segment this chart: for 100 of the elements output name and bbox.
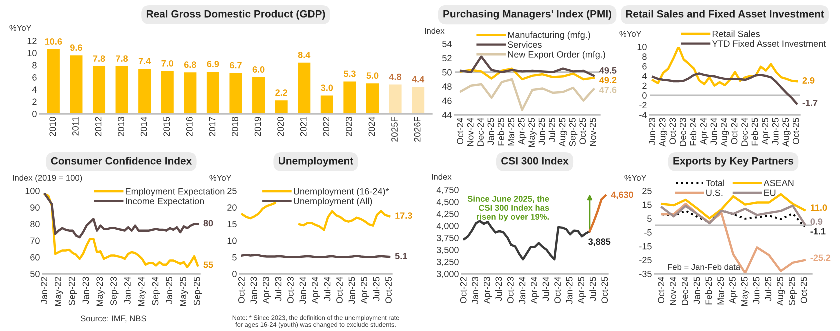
x-tick-label: Sep-23 bbox=[110, 277, 119, 306]
annotation: 3,885 bbox=[588, 238, 611, 246]
legend-label: Unemployment (All) bbox=[294, 198, 372, 206]
legend-label: Employment Expectation bbox=[126, 188, 225, 197]
x-tick-label: Jul-23 bbox=[495, 277, 502, 302]
legend-label: Unemployment (16-24)* bbox=[294, 188, 390, 197]
x-tick-label: Oct-22 bbox=[460, 277, 467, 304]
data-label: 5.0 bbox=[366, 72, 379, 80]
x-tick-label: Jan-25 bbox=[694, 277, 700, 304]
y-tick-label: -2 bbox=[640, 102, 647, 109]
x-tick-label: 2011 bbox=[72, 117, 79, 136]
line-series bbox=[588, 194, 607, 233]
y-tick-label: 70 bbox=[30, 238, 40, 244]
y-tick-label: 3,250 bbox=[436, 258, 459, 266]
bar bbox=[70, 56, 83, 114]
x-tick-label: 2026F bbox=[414, 117, 421, 142]
data-label: 3.0 bbox=[321, 84, 334, 92]
x-tick-label: Mar-25 bbox=[508, 118, 515, 146]
data-label: 7.8 bbox=[93, 56, 106, 62]
data-label: 7.8 bbox=[116, 56, 128, 62]
x-tick-label: Jun-24 bbox=[710, 118, 718, 146]
x-tick-label: Jun-25 bbox=[772, 118, 779, 146]
x-tick-label: 2010 bbox=[50, 117, 56, 136]
x-tick-label: Apr-23 bbox=[263, 277, 272, 304]
legend-label: Manufacturing (mfg.) bbox=[508, 32, 590, 40]
y-tick-label: 6 bbox=[32, 74, 37, 81]
bar bbox=[47, 50, 60, 114]
x-tick-label: Jan-23 bbox=[250, 277, 258, 304]
x-tick-label: 2019 bbox=[254, 117, 262, 136]
x-tick-label: Dec-24 bbox=[742, 118, 748, 146]
y-tick-label: 6 bbox=[642, 63, 647, 70]
line-series bbox=[460, 78, 595, 112]
x-tick-label: Feb-25 bbox=[752, 118, 758, 146]
x-tick-label: Sep-25 bbox=[789, 277, 798, 306]
y-tick-label: 48 bbox=[442, 84, 452, 90]
y-tick-label: 50 bbox=[30, 270, 40, 278]
x-tick-label: May-25 bbox=[180, 277, 188, 306]
y-tick-label: 4,750 bbox=[436, 186, 459, 194]
annotation: 55 bbox=[204, 262, 214, 268]
y-tick-label: 4,250 bbox=[436, 210, 459, 218]
y-tick-label: 25 bbox=[228, 188, 237, 194]
annotation: 49.2 bbox=[600, 77, 617, 84]
chart-title: Purchasing Managers’ Index (PMI) bbox=[444, 10, 612, 20]
line-series bbox=[652, 47, 798, 87]
bar bbox=[366, 84, 380, 114]
x-tick-label: Jul-25 bbox=[590, 277, 596, 302]
x-tick-label: Oct-24 bbox=[336, 277, 343, 304]
x-tick-label: Jun-23 bbox=[649, 118, 656, 146]
x-tick-label: Jan-25 bbox=[488, 118, 494, 146]
data-label: 4.4 bbox=[412, 76, 425, 83]
x-tick-label: Jan-25 bbox=[566, 277, 573, 304]
x-tick-label: Feb-24 bbox=[690, 118, 697, 146]
x-tick-label: 2014 bbox=[140, 117, 148, 136]
x-tick-label: Apr-24 bbox=[700, 118, 709, 145]
y-axis-title: %YoY bbox=[624, 175, 647, 182]
x-tick-label: Jan-24 bbox=[124, 277, 131, 304]
x-tick-label: 2012 bbox=[95, 117, 102, 136]
bar bbox=[412, 87, 425, 114]
y-axis-title: %YoY bbox=[10, 25, 32, 32]
x-tick-label: 2020 bbox=[278, 117, 284, 136]
x-tick-label: Jul-25 bbox=[548, 118, 556, 142]
y-axis-title: %YoY bbox=[210, 175, 232, 182]
annotation: 49.5 bbox=[600, 67, 617, 74]
x-tick-label: 2025F bbox=[392, 117, 398, 142]
y-tick-label: -5 bbox=[644, 230, 652, 236]
y-tick-label: 50 bbox=[442, 69, 452, 76]
line-series bbox=[661, 204, 806, 226]
y-axis-title: %YoY bbox=[620, 31, 642, 38]
line-series bbox=[460, 68, 595, 81]
x-tick-label: Jul-24 bbox=[324, 277, 331, 302]
x-tick-label: Oct-24 bbox=[457, 118, 464, 144]
annotation: 0.9 bbox=[810, 218, 823, 226]
bar bbox=[230, 73, 242, 114]
x-tick-label: Feb-25 bbox=[498, 118, 504, 146]
y-tick-label: 0 bbox=[232, 270, 237, 278]
x-tick-label: Feb-25 bbox=[706, 277, 712, 305]
y-tick-label: -35 bbox=[640, 270, 652, 278]
bar bbox=[275, 100, 288, 114]
annotation: -25.2 bbox=[810, 254, 831, 262]
y-tick-label: 15 bbox=[642, 202, 652, 208]
data-label: 9.6 bbox=[70, 44, 82, 52]
y-tick-label: 8 bbox=[642, 54, 647, 60]
x-tick-label: Nov-25 bbox=[590, 118, 596, 146]
x-tick-label: Sep-25 bbox=[194, 277, 202, 306]
x-tick-label: Apr-25 bbox=[518, 118, 527, 145]
y-tick-label: 8 bbox=[32, 62, 37, 69]
x-tick-label: Jan-24 bbox=[519, 277, 526, 304]
data-label: 6.8 bbox=[184, 62, 196, 68]
legend-label: New Export Order (mfg.) bbox=[508, 51, 606, 60]
y-tick-label: 80 bbox=[30, 221, 40, 228]
legend-label: Total bbox=[706, 180, 724, 186]
x-tick-label: 2024 bbox=[368, 117, 376, 136]
x-tick-label: Oct-25 bbox=[800, 277, 808, 304]
y-tick-label: -25 bbox=[640, 257, 652, 264]
y-tick-label: 0 bbox=[32, 110, 37, 118]
x-tick-label: May-23 bbox=[96, 277, 105, 306]
annotation: 2.9 bbox=[802, 78, 815, 84]
x-tick-label: Apr-24 bbox=[312, 277, 320, 304]
y-tick-label: 4,500 bbox=[436, 198, 459, 206]
x-tick-label: Nov-24 bbox=[467, 118, 474, 146]
